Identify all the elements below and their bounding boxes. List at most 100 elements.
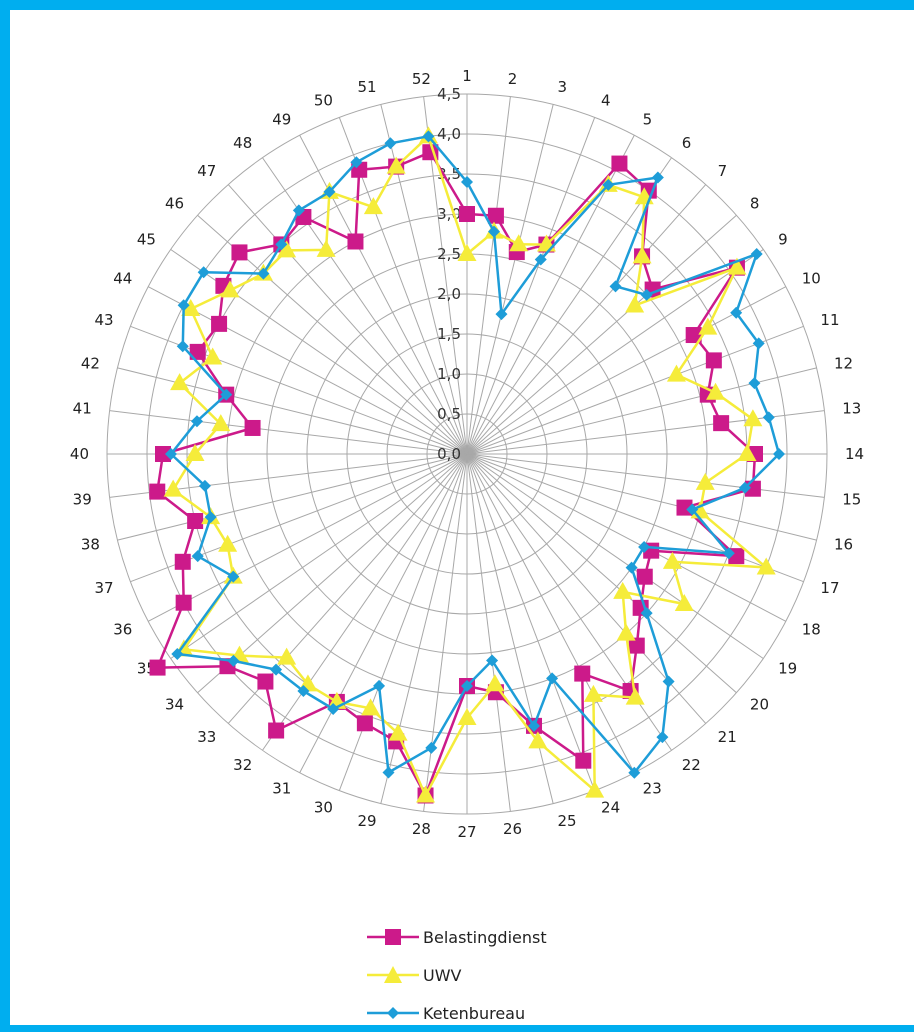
data-point (204, 511, 217, 524)
series-ketenbureau (165, 130, 785, 779)
data-point (509, 234, 529, 252)
category-label: 41 (73, 399, 92, 417)
data-point (457, 708, 477, 725)
legend-marker-square-icon (367, 929, 419, 945)
grid-spoke (466, 453, 737, 694)
category-label: 49 (272, 110, 291, 128)
data-point (220, 388, 233, 401)
data-point (174, 553, 191, 570)
data-point (698, 317, 718, 335)
grid-spoke (148, 286, 468, 455)
data-point (363, 197, 383, 215)
data-point (347, 233, 364, 250)
data-point (187, 513, 204, 530)
data-point (461, 680, 473, 692)
category-label: 22 (682, 756, 701, 774)
category-label: 9 (778, 230, 788, 248)
legend-label: Belastingdienst (423, 927, 547, 947)
grid (106, 93, 828, 815)
data-point (185, 444, 205, 461)
category-label: 40 (70, 445, 89, 463)
data-point (705, 352, 722, 369)
data-point (277, 647, 297, 665)
grid-spoke (466, 453, 786, 622)
grid-spoke (117, 367, 468, 455)
data-point (713, 415, 730, 432)
data-point (416, 785, 436, 803)
category-label: 26 (503, 820, 522, 838)
grid-spoke (466, 184, 707, 455)
data-point (486, 654, 499, 667)
category-label: 25 (557, 812, 576, 830)
grid-spoke (117, 453, 468, 541)
grid-spoke (466, 214, 737, 455)
grid-spoke (466, 453, 596, 791)
data-point (257, 267, 270, 280)
category-label: 3 (557, 78, 567, 96)
data-point (190, 415, 203, 428)
radial-tick-label: 1,0 (437, 365, 461, 383)
radial-tick-label: 2,5 (437, 245, 461, 263)
grid-spoke (466, 96, 511, 455)
data-point (656, 731, 669, 744)
category-label: 16 (834, 535, 853, 553)
legend-marker-diamond-icon (367, 1007, 419, 1019)
data-point (706, 382, 726, 400)
grid-spoke (466, 453, 804, 583)
data-point (275, 238, 288, 251)
data-point (640, 288, 653, 301)
category-label: 23 (643, 780, 662, 798)
data-point (198, 479, 211, 492)
grid-spoke (466, 117, 596, 455)
data-point (356, 715, 373, 732)
legend-item-uwv: UWV (367, 956, 547, 994)
data-point (662, 675, 675, 688)
data-point (297, 685, 310, 698)
category-label: 2 (508, 70, 518, 88)
grid-spoke (109, 410, 468, 455)
data-point (632, 246, 652, 264)
data-point (685, 327, 702, 344)
category-label: 38 (81, 535, 100, 553)
data-point (227, 654, 240, 667)
data-point (191, 550, 204, 563)
data-point (651, 171, 664, 184)
category-label: 29 (357, 812, 376, 830)
data-point (638, 540, 651, 553)
radial-tick-label: 3,0 (437, 205, 461, 223)
data-point (662, 551, 682, 569)
category-label: 5 (643, 110, 653, 128)
data-point (640, 607, 653, 620)
category-label: 46 (165, 194, 184, 212)
category-label: 36 (113, 621, 132, 639)
data-point (257, 673, 274, 690)
category-label: 47 (197, 162, 216, 180)
data-point (327, 703, 340, 716)
data-point (177, 299, 190, 312)
category-label: 33 (197, 728, 216, 746)
data-point (674, 593, 694, 611)
grid-spoke (170, 453, 468, 659)
radial-tick-label: 4,5 (437, 85, 461, 103)
data-point (773, 448, 785, 460)
category-label: 18 (802, 621, 821, 639)
category-labels: 1 2 34567891011121314151617181920212223242… (70, 67, 864, 841)
data-point (175, 594, 192, 611)
category-label: 30 (314, 798, 333, 816)
data-point (752, 337, 765, 350)
data-point (487, 207, 504, 224)
grid-spoke (466, 453, 511, 812)
radial-tick-label: 1,5 (437, 325, 461, 343)
data-point (602, 178, 615, 191)
grid-spoke (466, 249, 764, 455)
data-point (628, 766, 641, 779)
category-label: 51 (357, 78, 376, 96)
data-point (422, 130, 435, 143)
data-point (616, 623, 636, 641)
data-point (171, 647, 184, 660)
data-point (170, 373, 190, 391)
data-point (155, 446, 171, 462)
grid-spoke (466, 453, 764, 659)
data-point (748, 377, 761, 390)
data-point (292, 204, 305, 217)
